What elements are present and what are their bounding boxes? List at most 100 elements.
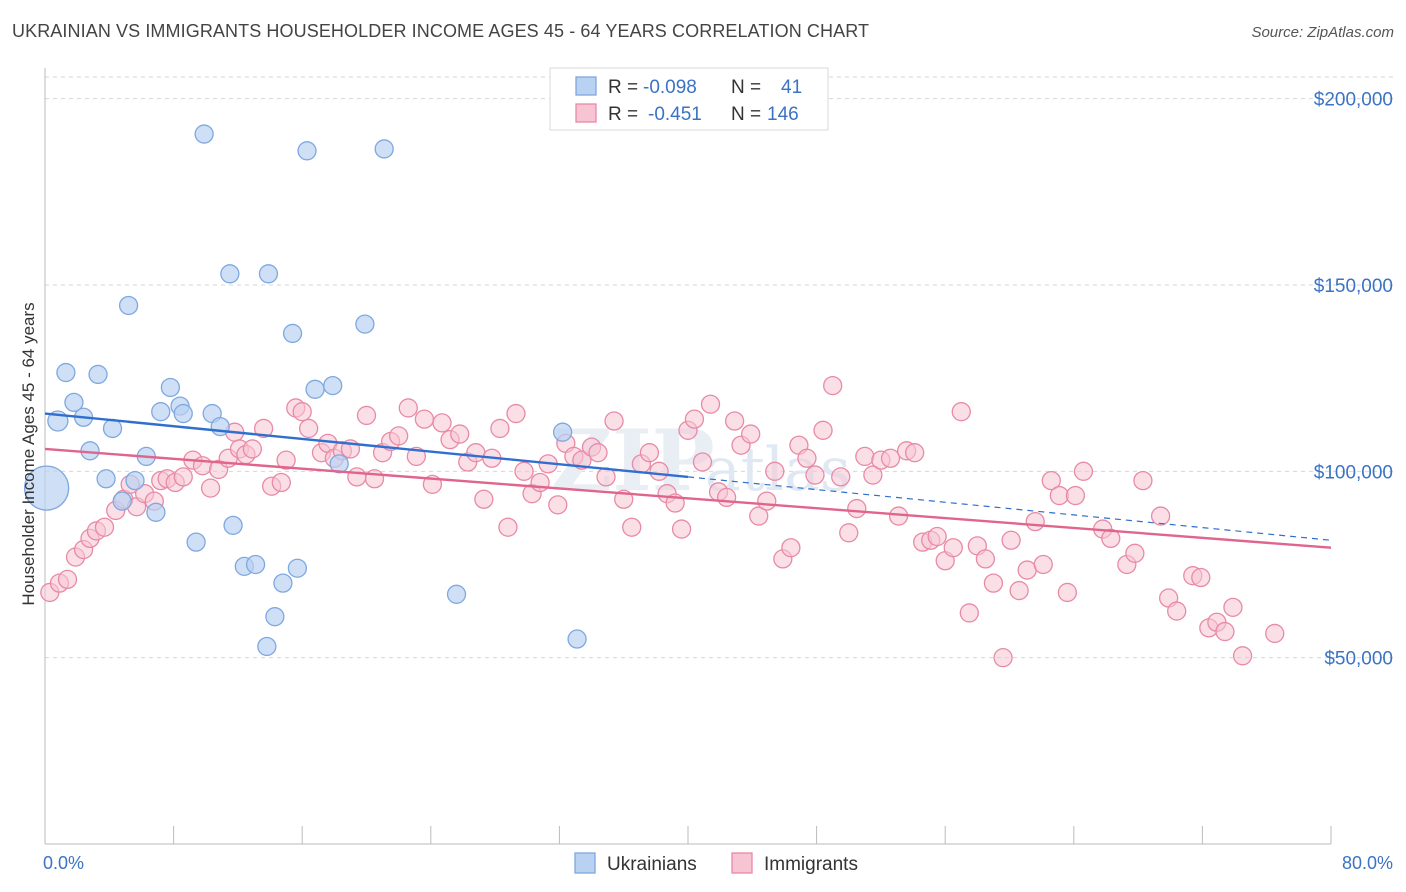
immigrants-point — [1167, 601, 1187, 621]
immigrants-point — [805, 465, 825, 485]
immigrants-point — [276, 450, 296, 470]
ukrainians-point — [118, 295, 139, 316]
bottom-legend-swatch-ukrainians — [574, 852, 596, 874]
immigrants-point — [1265, 623, 1285, 644]
immigrants-point — [1017, 560, 1037, 580]
immigrants-point — [797, 448, 817, 468]
y-tick-labels: $50,000 $100,000 $150,000 $200,000 — [1314, 90, 1393, 670]
immigrants-point — [1041, 470, 1061, 491]
immigrants-point — [863, 465, 883, 485]
immigrants-point — [530, 472, 550, 493]
ukrainians-point — [355, 314, 375, 334]
immigrants-point — [1133, 470, 1153, 491]
immigrants-point — [1125, 543, 1145, 563]
immigrants-point — [700, 394, 721, 414]
legend-r-value-1: -0.098 — [643, 77, 697, 98]
ukrainians-point — [88, 364, 108, 385]
immigrants-point — [1057, 582, 1078, 603]
ukrainians-trend-line — [44, 412, 689, 479]
immigrants-point — [242, 439, 263, 459]
immigrants-point — [490, 418, 510, 439]
immigrants-point — [588, 443, 608, 463]
immigrants-trend-line — [44, 447, 1332, 549]
ukrainians-point — [160, 377, 181, 398]
immigrants-point — [200, 478, 221, 498]
immigrants-point — [1215, 621, 1235, 642]
bottom-legend: Ukrainians Immigrants — [574, 852, 858, 875]
immigrants-point — [1065, 485, 1086, 506]
immigrants-point — [548, 495, 568, 515]
ukrainians-point — [56, 362, 76, 383]
y-tick-label-2: $150,000 — [1314, 276, 1393, 297]
bottom-legend-ukrainians: Ukrainians — [607, 854, 697, 875]
immigrants-point — [649, 461, 669, 481]
immigrants-point — [474, 489, 494, 509]
ukrainians-point — [257, 636, 277, 657]
ukrainians-point — [194, 124, 214, 144]
immigrants-point — [813, 420, 833, 440]
immigrants-point — [749, 506, 769, 526]
immigrants-point — [292, 402, 312, 422]
immigrants-point — [831, 467, 851, 487]
ukrainians-point — [146, 502, 166, 522]
immigrants-point — [1223, 597, 1243, 617]
ukrainians-point — [125, 470, 145, 491]
y-tick-label-3: $200,000 — [1314, 90, 1393, 111]
ukrainians-point — [567, 629, 587, 649]
immigrants-point — [905, 443, 925, 463]
ukrainians-point — [282, 323, 303, 344]
y-tick-label-0: $50,000 — [1324, 649, 1393, 670]
immigrants-point — [622, 517, 642, 537]
legend-r-label-1: R = — [608, 77, 638, 98]
immigrants-point — [951, 402, 971, 422]
immigrants-point — [298, 418, 319, 439]
immigrants-point — [572, 450, 592, 470]
immigrants-point — [943, 538, 963, 558]
immigrants-point — [847, 498, 867, 519]
immigrants-point — [466, 443, 486, 463]
ukrainians-point — [210, 416, 230, 437]
legend-swatch-immigrants — [575, 103, 597, 123]
immigrants-point — [347, 467, 367, 487]
ukrainians-point — [102, 418, 123, 439]
immigrants-point — [639, 443, 660, 463]
immigrants-point — [506, 403, 526, 424]
legend-r-label-2: R = — [608, 104, 638, 125]
y-tick-label-1: $100,000 — [1314, 462, 1393, 483]
ukrainians-point — [305, 379, 325, 399]
immigrants-point — [406, 446, 426, 467]
x-tick-label-1: 80.0% — [1342, 853, 1393, 873]
chart-source: Source: ZipAtlas.com — [1251, 24, 1394, 41]
immigrants-point — [1009, 580, 1029, 601]
ukrainians-point — [273, 573, 293, 593]
immigrants-point — [757, 491, 777, 511]
immigrants-point — [983, 573, 1004, 593]
immigrants-point — [253, 418, 274, 439]
immigrants-point — [692, 452, 713, 472]
ukrainians-point — [297, 141, 317, 161]
immigrants-point — [398, 398, 418, 418]
ukrainians-point — [64, 392, 84, 413]
legend-n-value-1: 41 — [781, 77, 802, 98]
chart-title: UKRAINIAN VS IMMIGRANTS HOUSEHOLDER INCO… — [12, 21, 870, 41]
immigrants-point — [927, 526, 947, 547]
immigrants-point — [1033, 554, 1053, 575]
bottom-legend-immigrants: Immigrants — [764, 854, 858, 875]
immigrants-point — [432, 413, 452, 433]
immigrants-point — [1150, 506, 1171, 526]
legend: R = -0.098 N = 41 R = -0.451 N = 146 — [549, 67, 829, 131]
y-axis-title: Householder Income Ages 45 - 64 years — [19, 302, 38, 605]
immigrants-point — [1025, 511, 1045, 532]
legend-swatch-ukrainians — [575, 76, 597, 96]
ukrainians-point — [287, 558, 308, 578]
immigrants-point — [604, 411, 624, 431]
trend-lines — [44, 412, 1332, 549]
immigrants-point — [94, 517, 115, 537]
ukrainians-point — [446, 584, 467, 604]
immigrants-point — [716, 487, 737, 508]
ukrainians-point — [245, 554, 266, 575]
immigrants-point — [514, 461, 534, 481]
ukrainians-point — [151, 402, 171, 422]
immigrants-point — [993, 648, 1013, 668]
